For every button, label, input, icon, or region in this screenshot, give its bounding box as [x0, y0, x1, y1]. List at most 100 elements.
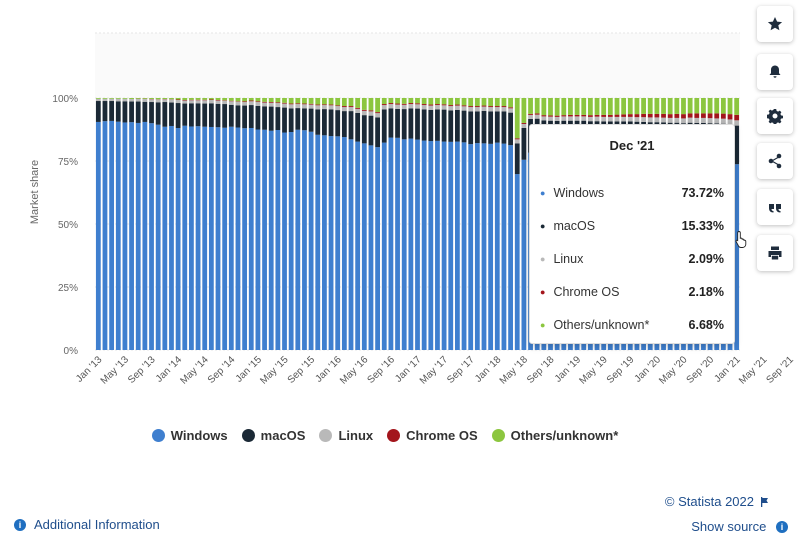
show-source-link[interactable]: Show source i [691, 519, 788, 534]
bar-stack[interactable] [268, 98, 274, 350]
bar-stack[interactable] [102, 98, 108, 351]
bar-others [162, 98, 168, 100]
bar-chrome-os [607, 114, 613, 117]
bar-stack[interactable] [189, 98, 194, 350]
bar-stack[interactable] [455, 98, 460, 350]
bar-stack[interactable] [395, 98, 400, 350]
legend-item-others[interactable]: Others/unknown* [491, 428, 618, 443]
bar-stack[interactable] [182, 98, 188, 350]
bar-stack[interactable] [361, 98, 367, 350]
bar-stack[interactable] [335, 98, 341, 350]
bar-linux [228, 101, 234, 105]
bar-stack[interactable] [355, 98, 361, 350]
x-tick-label: Sep '14 [206, 354, 238, 386]
bar-stack[interactable] [315, 98, 321, 350]
bar-stack[interactable] [195, 98, 201, 350]
bar-stack[interactable] [235, 98, 241, 350]
bar-stack[interactable] [302, 98, 307, 350]
bar-stack[interactable] [115, 98, 121, 350]
bar-stack[interactable] [734, 98, 740, 350]
print-button[interactable] [757, 235, 793, 271]
bar-stack[interactable] [348, 98, 354, 350]
favorite-button[interactable] [757, 6, 793, 42]
notification-button[interactable] [757, 54, 793, 90]
bar-stack[interactable] [149, 98, 154, 350]
tooltip-label: Chrome OS [553, 285, 620, 299]
bar-chrome-os [727, 114, 733, 120]
legend-swatch [491, 429, 505, 442]
bar-stack[interactable] [381, 98, 387, 350]
bar-stack[interactable] [142, 98, 148, 350]
bar-windows [408, 138, 414, 350]
bar-stack[interactable] [388, 98, 394, 350]
bar-stack[interactable] [208, 98, 214, 350]
bar-linux [528, 114, 533, 119]
bar-stack[interactable] [175, 98, 181, 351]
bar-stack[interactable] [155, 98, 161, 351]
bar-macos [335, 110, 341, 137]
bar-stack[interactable] [448, 98, 454, 350]
bar-stack[interactable] [162, 98, 168, 350]
bar-stack[interactable] [521, 98, 527, 350]
bar-stack[interactable] [341, 98, 347, 350]
bar-stack[interactable] [95, 98, 101, 350]
bar-stack[interactable] [288, 98, 294, 350]
bar-stack[interactable] [109, 98, 115, 351]
legend-item-windows[interactable]: Windows [151, 428, 228, 443]
bar-stack[interactable] [282, 98, 287, 350]
bar-stack[interactable] [135, 98, 141, 350]
additional-information-link[interactable]: i Additional Information [14, 517, 160, 532]
bar-stack[interactable] [514, 98, 520, 350]
bar-stack[interactable] [441, 98, 447, 350]
settings-button[interactable] [757, 98, 793, 134]
bar-stack[interactable] [401, 98, 407, 350]
bar-stack[interactable] [295, 98, 301, 350]
bar-stack[interactable] [262, 98, 267, 350]
bar-stack[interactable] [222, 98, 228, 351]
bar-stack[interactable] [228, 98, 234, 350]
flag-icon[interactable] [760, 496, 770, 508]
cite-button[interactable] [757, 189, 793, 225]
bar-others [481, 98, 487, 106]
bar-stack[interactable] [202, 98, 208, 350]
bar-stack[interactable] [308, 98, 314, 350]
bar-stack[interactable] [368, 98, 374, 350]
bar-stack[interactable] [474, 98, 480, 350]
bar-others [189, 98, 194, 100]
bar-stack[interactable] [248, 98, 254, 351]
legend-item-chrome-os[interactable]: Chrome OS [387, 428, 478, 443]
bar-stack[interactable] [421, 98, 427, 350]
bar-stack[interactable] [435, 98, 440, 350]
bar-stack[interactable] [461, 98, 467, 350]
bar-stack[interactable] [501, 98, 507, 350]
bar-chrome-os [541, 115, 547, 117]
bar-stack[interactable] [375, 98, 380, 350]
legend-item-linux[interactable]: Linux [319, 428, 373, 443]
bar-stack[interactable] [408, 98, 414, 350]
tooltip-row-linux: ● Linux 2.09% [540, 252, 724, 266]
bar-stack[interactable] [428, 98, 434, 350]
bar-stack[interactable] [242, 98, 248, 350]
bar-stack[interactable] [169, 98, 174, 350]
bar-windows [135, 122, 141, 350]
bar-stack[interactable] [215, 98, 221, 350]
bar-stack[interactable] [494, 98, 500, 350]
bar-stack[interactable] [508, 98, 513, 350]
bar-stack[interactable] [328, 98, 334, 350]
tooltip-value: 15.33% [681, 219, 724, 233]
bar-linux [142, 99, 148, 102]
bar-stack[interactable] [122, 98, 128, 350]
bar-stack[interactable] [275, 98, 281, 350]
bar-stack[interactable] [415, 98, 420, 350]
bar-stack[interactable] [488, 98, 494, 350]
bar-stack[interactable] [322, 98, 327, 350]
bar-stack[interactable] [129, 98, 134, 350]
share-button[interactable] [757, 143, 793, 179]
bar-stack[interactable] [468, 98, 474, 350]
bar-stack[interactable] [481, 98, 487, 350]
bar-windows [441, 141, 447, 350]
legend-item-macos[interactable]: macOS [241, 428, 305, 443]
bar-others [122, 98, 128, 99]
bar-stack[interactable] [255, 98, 261, 350]
bar-others [315, 98, 321, 105]
